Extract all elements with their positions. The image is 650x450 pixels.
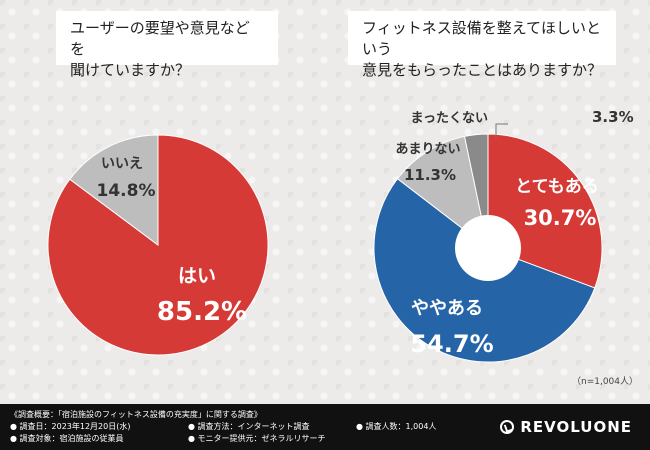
brand-name: REVOLUONE — [520, 418, 632, 436]
chart1-question-box: ユーザーの要望や意見などを 聞けていますか？ — [56, 11, 278, 79]
survey-date: ● 調査日：2023年12月20日(水) — [10, 422, 131, 431]
chart2-title-line2: 意見をもらったことはありますか？ — [362, 61, 603, 79]
survey-provider: ● モニター提供元：ゼネラルリサーチ — [188, 434, 326, 443]
charts-canvas: いいえ 14.8% はい 85.2% まったくない 3.3% あまりない 11.… — [47, 108, 634, 363]
pie-chart-1 — [47, 134, 269, 356]
chart1-slice-1 — [69, 134, 159, 246]
chart2-title-line1: フィットネス設備を整えてほしいという — [362, 19, 601, 58]
sample-size-note: （n=1,004人） — [571, 377, 638, 387]
brand-logo: REVOLUONE — [500, 418, 632, 436]
chart1-label-hai: はい — [178, 265, 216, 287]
chart2-value-amarinai: 11.3% — [404, 166, 456, 184]
brand-mark-icon — [500, 420, 515, 434]
chart2-donut-hole — [455, 215, 521, 281]
chart2-leader-line — [495, 123, 508, 138]
survey-target: ● 調査対象：宿泊施設の従業員 — [10, 434, 124, 443]
chart1-label-iie: いいえ — [101, 156, 143, 172]
chart1-value-hai: 85.2% — [157, 297, 247, 327]
chart2-value-mattakunai: 3.3% — [592, 108, 634, 126]
survey-count: ● 調査人数：1,004人 — [356, 422, 437, 431]
chart1-value-iie: 14.8% — [97, 181, 156, 201]
survey-footer: 《調査概要：「宿泊施設のフィットネス設備の充実度」に関する調査》 ● 調査日：2… — [0, 404, 650, 450]
survey-method: ● 調査方法：インターネット調査 — [188, 422, 310, 431]
chart-labels: いいえ 14.8% はい 85.2% まったくない 3.3% あまりない 11.… — [97, 108, 634, 358]
chart2-value-totemoaru: 30.7% — [524, 206, 597, 230]
chart2-slice-2 — [396, 135, 489, 250]
chart1-title-line1: ユーザーの要望や意見などを — [70, 19, 250, 58]
chart2-label-amarinai: あまりない — [395, 142, 460, 157]
chart1-title-line2: 聞けていますか？ — [70, 61, 191, 79]
chart2-label-mattakunai: まったくない — [411, 111, 488, 126]
chart2-value-yayaaru: 54.7% — [410, 330, 493, 358]
chart2-label-yayaaru: ややある — [411, 298, 483, 319]
chart2-label-totemoaru: とてもある — [515, 177, 599, 197]
donut-chart-2 — [373, 133, 603, 363]
chart2-question-box: フィットネス設備を整えてほしいという 意見をもらったことはありますか？ — [348, 11, 616, 79]
survey-overview: 《調査概要：「宿泊施設のフィットネス設備の充実度」に関する調査》 — [10, 410, 262, 419]
